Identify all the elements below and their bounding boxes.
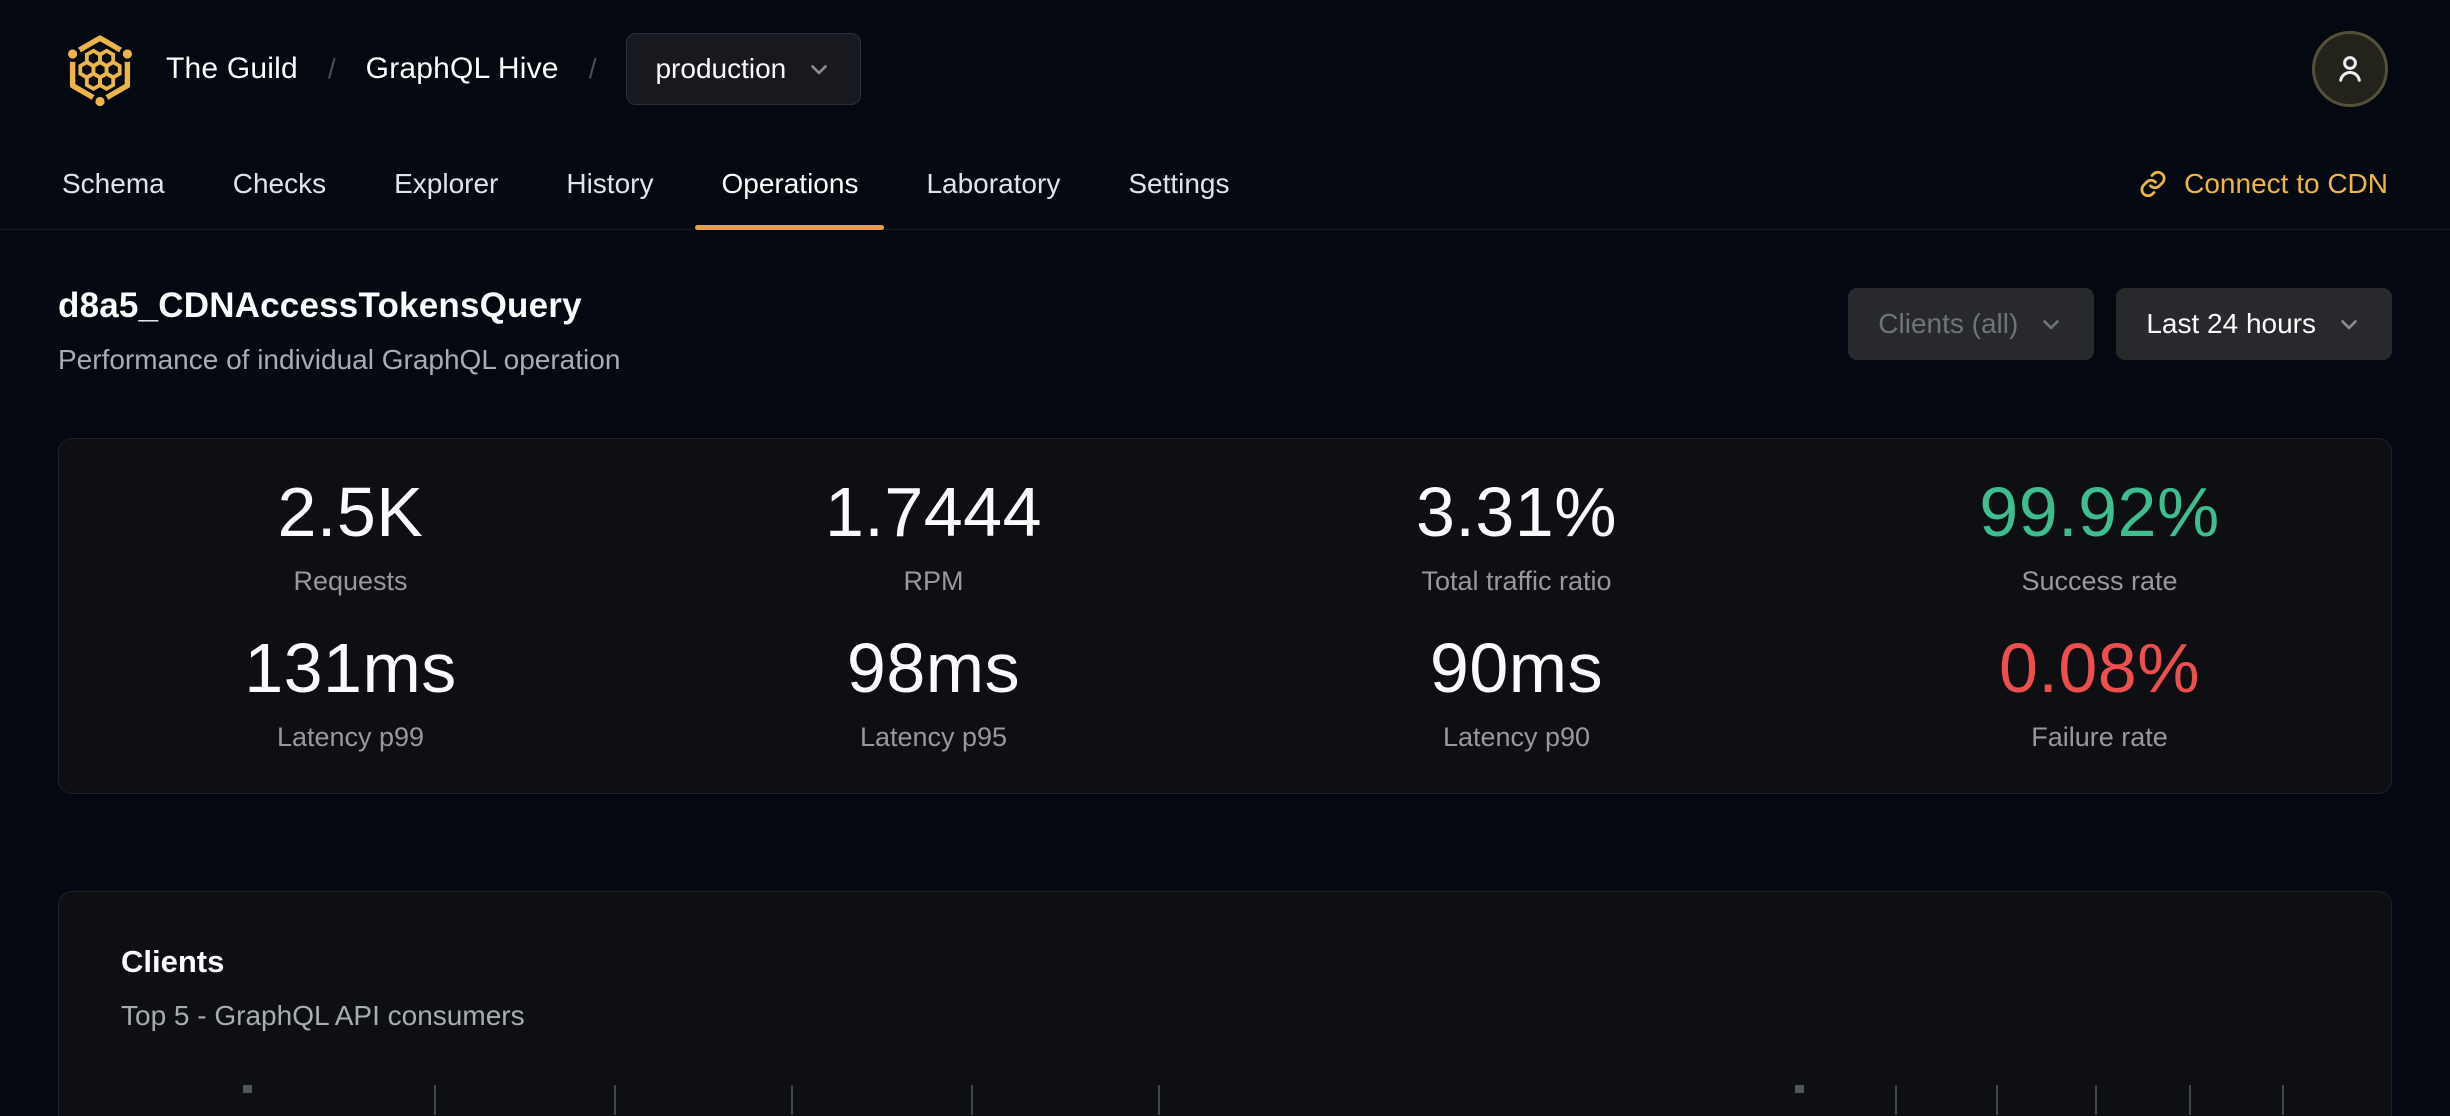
stat-rpm: 1.7444 RPM (642, 475, 1225, 597)
tab-operations[interactable]: Operations (687, 138, 892, 230)
stat-value: 0.08% (1999, 629, 2200, 708)
tab-label: Schema (62, 167, 165, 199)
chart-tick (2282, 1085, 2284, 1116)
stat-requests: 2.5K Requests (59, 475, 642, 597)
chart-tick (434, 1085, 436, 1116)
stat-label: Failure rate (2031, 722, 2168, 753)
clients-card: Clients Top 5 - GraphQL API consumers (58, 891, 2392, 1116)
clients-filter-dropdown[interactable]: Clients (all) (1848, 288, 2095, 360)
tab-history[interactable]: History (532, 138, 687, 229)
guild-logo-icon[interactable] (62, 31, 138, 107)
page-head: d8a5_CDNAccessTokensQuery Performance of… (58, 286, 2392, 376)
chart-tick (614, 1085, 616, 1116)
breadcrumb-separator: / (327, 53, 336, 84)
tabs-bar: Schema Checks Explorer History Operation… (0, 138, 2450, 230)
stat-label: Total traffic ratio (1421, 566, 1612, 597)
stat-value: 131ms (244, 629, 457, 708)
tab-label: Laboratory (926, 167, 1061, 199)
page-subtitle: Performance of individual GraphQL operat… (58, 344, 621, 375)
breadcrumb-project[interactable]: GraphQL Hive (365, 52, 559, 85)
tab-laboratory[interactable]: Laboratory (892, 138, 1094, 229)
chevron-down-icon (811, 65, 828, 75)
stat-success-rate: 99.92% Success rate (1808, 475, 2391, 597)
target-selector-dropdown[interactable]: production (626, 33, 862, 105)
chart-tick (791, 1085, 793, 1116)
tab-explorer[interactable]: Explorer (360, 138, 532, 229)
breadcrumb: The Guild / GraphQL Hive / production (166, 33, 862, 105)
target-selector-value: production (655, 53, 787, 84)
chart-tick (2095, 1085, 2097, 1116)
chart-tick (1996, 1085, 1998, 1116)
chart-tick (243, 1085, 252, 1094)
chevron-down-icon (2341, 320, 2357, 330)
tab-schema[interactable]: Schema (28, 138, 199, 229)
page-title: d8a5_CDNAccessTokensQuery (58, 286, 582, 325)
stat-label: Latency p95 (859, 722, 1008, 753)
stat-latency-p90: 90ms Latency p90 (1225, 631, 1808, 753)
top-bar: The Guild / GraphQL Hive / production (0, 0, 2450, 138)
tab-label: History (566, 167, 654, 199)
filters: Clients (all) Last 24 hours (1848, 288, 2392, 360)
stat-label: Latency p90 (1442, 722, 1591, 753)
chart-tick (1158, 1085, 1160, 1116)
stat-label: Requests (293, 566, 408, 597)
chart-tick (1895, 1085, 1897, 1116)
cdn-link-label: Connect to CDN (2184, 167, 2388, 199)
clients-chart-axis (59, 892, 2391, 1116)
stat-value: 90ms (1429, 629, 1604, 708)
clients-card-title: Clients (121, 944, 225, 980)
tab-label: Explorer (394, 167, 499, 199)
time-range-dropdown[interactable]: Last 24 hours (2116, 288, 2392, 360)
stat-label: Success rate (2021, 566, 2178, 597)
operation-stats-card: 2.5K Requests 1.7444 RPM 3.31% Total tra… (58, 438, 2392, 795)
clients-filter-value: Clients (all) (1878, 308, 2019, 339)
stat-value: 2.5K (277, 473, 424, 551)
stat-latency-p95: 98ms Latency p95 (642, 631, 1225, 753)
breadcrumb-org[interactable]: The Guild (166, 52, 298, 85)
tab-label: Operations (721, 167, 859, 199)
clients-card-subtitle: Top 5 - GraphQL API consumers (121, 1000, 525, 1032)
tab-settings[interactable]: Settings (1094, 138, 1263, 229)
tab-checks[interactable]: Checks (199, 138, 360, 229)
stat-traffic-ratio: 3.31% Total traffic ratio (1225, 475, 1808, 597)
connect-to-cdn-link[interactable]: Connect to CDN (2138, 138, 2388, 229)
link-icon (2140, 170, 2166, 197)
stat-value: 1.7444 (824, 473, 1043, 551)
stat-failure-rate: 0.08% Failure rate (1808, 631, 2391, 753)
stat-value: 98ms (846, 629, 1021, 708)
chart-tick (1795, 1085, 1804, 1094)
user-avatar-button[interactable] (2312, 31, 2388, 107)
stat-value: 99.92% (1979, 473, 2220, 551)
breadcrumb-separator: / (588, 53, 597, 84)
person-icon (2339, 56, 2361, 82)
time-range-value: Last 24 hours (2146, 308, 2316, 339)
stat-label: RPM (903, 566, 964, 597)
stat-latency-p99: 131ms Latency p99 (59, 631, 642, 753)
tab-label: Settings (1128, 167, 1230, 199)
stat-value: 3.31% (1416, 473, 1617, 551)
page-head-text: d8a5_CDNAccessTokensQuery Performance of… (58, 286, 620, 376)
main-content: d8a5_CDNAccessTokensQuery Performance of… (0, 286, 2450, 1116)
chart-tick (2189, 1085, 2191, 1116)
stat-label: Latency p99 (276, 722, 425, 753)
chart-tick (971, 1085, 973, 1116)
tab-label: Checks (232, 167, 327, 199)
chevron-down-icon (2043, 320, 2060, 330)
